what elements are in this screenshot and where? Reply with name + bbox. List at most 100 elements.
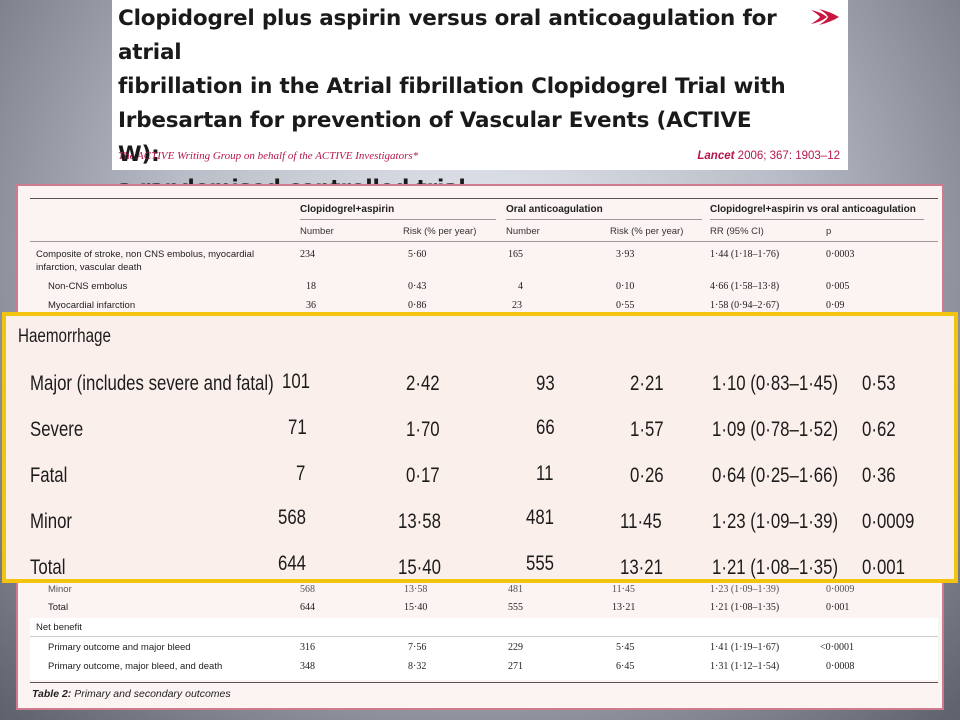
zoom-cell: 93: [536, 372, 555, 395]
row-label: Primary outcome, major bleed, and death: [48, 661, 223, 672]
subheader-risk: Risk (% per year): [610, 226, 684, 237]
table-cell: 3·93: [616, 249, 635, 260]
zoom-cell: 1·57: [630, 418, 664, 441]
zoom-cell: 481: [526, 506, 555, 529]
zoom-row-label: Major (includes severe and fatal): [30, 372, 274, 395]
group-header-oral-anticoagulation: Oral anticoagulation: [506, 204, 603, 215]
table-rule: [30, 636, 938, 637]
table-cell: 36: [306, 300, 316, 311]
zoom-cell: 555: [526, 552, 555, 575]
zoom-cell: 71: [288, 416, 307, 439]
table-cell: 1·44 (1·18–1·76): [710, 249, 780, 260]
zoom-cell: 13·58: [398, 510, 441, 533]
zoom-cell: 0·0009: [862, 510, 915, 533]
row-label: Total: [48, 602, 69, 613]
row-label: Primary outcome and major bleed: [48, 642, 191, 653]
zoom-cell: 0·64 (0·25–1·66): [712, 464, 839, 487]
citation-details: 2006; 367: 1903–12: [737, 150, 840, 162]
net-benefit-section: [30, 618, 938, 680]
zoom-cell: 0·26: [630, 464, 664, 487]
table-caption: Table 2: Primary and secondary outcomes: [32, 688, 231, 700]
table-cell: 1·23 (1·09–1·39): [710, 584, 780, 595]
zoom-cell: 0·36: [862, 464, 896, 487]
table-cell: 348: [300, 661, 315, 672]
zoom-cell: 15·40: [398, 556, 441, 579]
table-cell: 568: [300, 584, 315, 595]
zoom-cell: 0·001: [862, 556, 905, 579]
table-cell: 11·45: [612, 584, 635, 595]
row-label: Minor: [48, 584, 72, 595]
table-cell: 0·43: [408, 281, 427, 292]
zoom-cell: 1·21 (1·08–1·35): [712, 556, 839, 579]
zoom-cell: 101: [282, 370, 311, 393]
zoom-row-label: Minor: [30, 510, 73, 533]
journal-name: Lancet: [697, 150, 735, 162]
table-rule: [30, 198, 938, 199]
table-cell: 1·58 (0·94–2·67): [710, 300, 780, 311]
table-cell: 0·0008: [826, 661, 855, 672]
subheader-risk: Risk (% per year): [403, 226, 477, 237]
table-cell: 13·58: [404, 584, 428, 595]
zoom-cell: 1·09 (0·78–1·52): [712, 418, 839, 441]
table-cell: 644: [300, 602, 315, 613]
table-cell: 5·60: [408, 249, 427, 260]
table-cell: 0·10: [616, 281, 635, 292]
citation: Lancet 2006; 367: 1903–12: [697, 150, 840, 162]
subheader-rr: RR (95% CI): [710, 226, 764, 237]
zoom-cell: 2·42: [406, 372, 440, 395]
paper-title-line: Irbesartan for prevention of Vascular Ev…: [118, 108, 752, 167]
table-cell: 0·09: [826, 300, 845, 311]
table-cell: 0·001: [826, 602, 850, 613]
paper-authors: The ACTIVE Writing Group on behalf of th…: [118, 150, 419, 162]
row-label: infarction, vascular death: [36, 262, 142, 273]
group-header-clopidogrel: Clopidogrel+aspirin: [300, 204, 395, 215]
table-cell: 0·86: [408, 300, 427, 311]
subheader-number: Number: [506, 226, 540, 237]
table-cell: 229: [508, 642, 523, 653]
zoom-cell: 11·45: [620, 510, 662, 533]
table-cell: 1·41 (1·19–1·67): [710, 642, 780, 653]
table-cell: 15·40: [404, 602, 428, 613]
zoom-row-label: Severe: [30, 418, 84, 441]
table-cell: 0·55: [616, 300, 635, 311]
zoom-cell: 7: [296, 462, 306, 485]
lancet-arrow-icon: [811, 9, 839, 25]
table-cell: 0·0009: [826, 584, 855, 595]
table-cell: 165: [508, 249, 523, 260]
table-caption-text: Primary and secondary outcomes: [74, 688, 231, 700]
table-cell: 7·56: [408, 642, 427, 653]
zoom-cell: 2·21: [630, 372, 664, 395]
table-cell: 13·21: [612, 602, 636, 613]
table-cell: 0·0003: [826, 249, 855, 260]
table-cell: 234: [300, 249, 315, 260]
group-rule: [300, 219, 496, 220]
zoom-cell: 66: [536, 416, 555, 439]
zoom-cell: 1·23 (1·09–1·39): [712, 510, 839, 533]
row-label: Composite of stroke, non CNS embolus, my…: [36, 249, 255, 260]
zoom-heading: Haemorrhage: [18, 326, 111, 347]
zoom-cell: 1·10 (0·83–1·45): [712, 372, 839, 395]
table-cell: 0·005: [826, 281, 850, 292]
paper-title-line: fibrillation in the Atrial fibrillation …: [118, 74, 786, 99]
table-cell: 18: [306, 281, 316, 292]
table-cell: 481: [508, 584, 523, 595]
table-rule: [30, 682, 938, 683]
table-cell: 316: [300, 642, 315, 653]
group-header-comparison: Clopidogrel+aspirin vs oral anticoagulat…: [710, 204, 916, 215]
zoom-cell: 0·17: [406, 464, 440, 487]
section-heading-net-benefit: Net benefit: [36, 622, 82, 633]
table-cell: 23: [512, 300, 522, 311]
table-cell: 6·45: [616, 661, 635, 672]
table-cell: 271: [508, 661, 523, 672]
table-cell: 4·66 (1·58–13·8): [710, 281, 780, 292]
paper-title: Clopidogrel plus aspirin versus oral ant…: [118, 2, 798, 206]
subheader-p: p: [826, 226, 832, 237]
table-cell: 1·31 (1·12–1·54): [710, 661, 780, 672]
group-rule: [710, 219, 924, 220]
paper-title-line: Clopidogrel plus aspirin versus oral ant…: [118, 6, 777, 65]
row-label: Non-CNS embolus: [48, 281, 128, 292]
haemorrhage-zoom-overlay: Haemorrhage Major (includes severe and f…: [2, 312, 958, 583]
table-rule: [30, 241, 938, 242]
table-caption-number: Table 2:: [32, 688, 72, 700]
paper-header: Clopidogrel plus aspirin versus oral ant…: [112, 0, 848, 201]
